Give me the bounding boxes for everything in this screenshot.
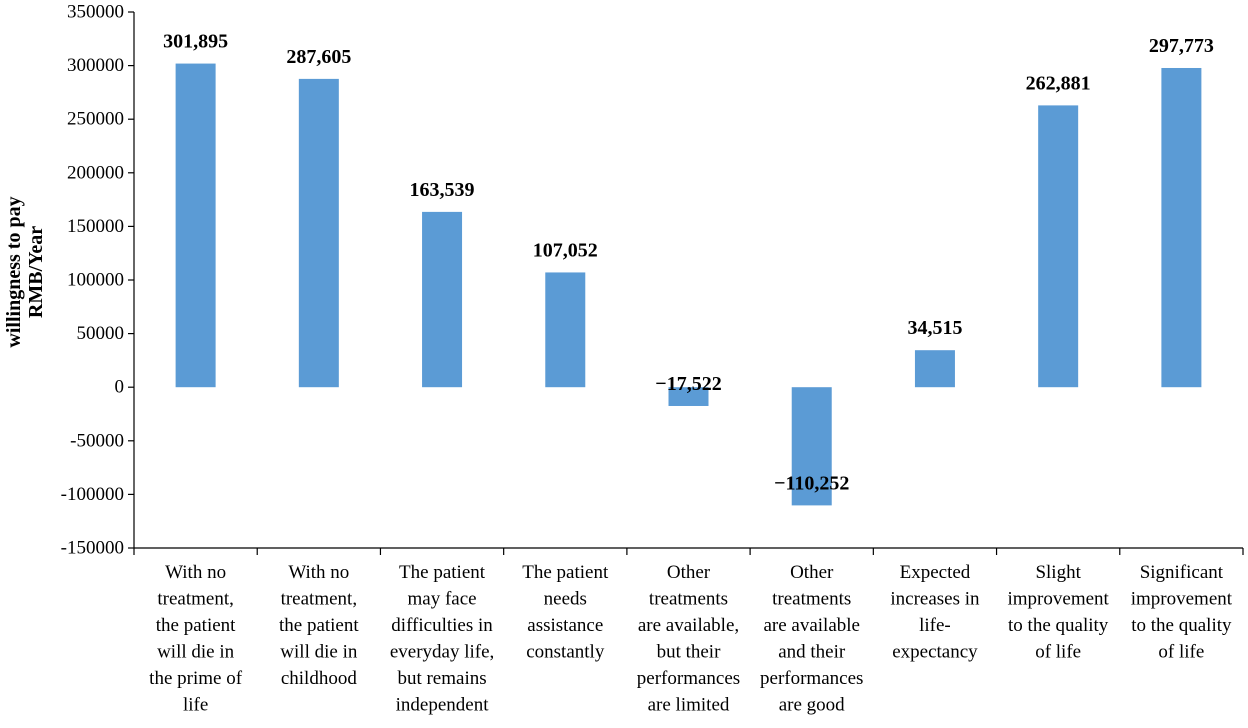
x-axis: With no treatment, the patient will die in t… [133, 547, 1244, 716]
x-category-label: Significant improvement to the quality of l… [1131, 562, 1233, 663]
y-tick-label: 250000 [67, 109, 124, 130]
bar [298, 78, 339, 388]
y-axis-title-line: willingness to pay [3, 196, 25, 347]
y-axis-title: willingness to pay RMB/Year [3, 196, 47, 347]
bars [175, 63, 1202, 506]
x-category-label: Slight improvement to the quality of life [1008, 562, 1110, 663]
bar [1161, 67, 1202, 388]
y-tick-label: 300000 [67, 55, 124, 76]
data-label: 287,605 [286, 46, 351, 68]
y-tick-label: -100000 [61, 484, 124, 505]
bar [668, 387, 709, 406]
y-tick-label: 100000 [67, 270, 124, 291]
data-label: 301,895 [163, 31, 228, 53]
bar [1038, 105, 1079, 388]
y-tick-label: -150000 [61, 538, 124, 559]
y-tick-label: 200000 [67, 162, 124, 183]
data-labels: 301,895 287,605 163,539 107,052 −17,522 −110,… [163, 31, 1214, 495]
x-category-label: Expected increases in life-expectancy [890, 562, 980, 663]
y-axis: -150000 -100000 -50000 0 50000 100000 150000 20… [61, 2, 135, 559]
x-category-label: Other treatments are available, but their pe… [637, 562, 740, 716]
bar [914, 350, 955, 388]
x-category-label: With no treatment, the patient will die in c… [279, 562, 359, 689]
y-axis-title-line: RMB/Year [25, 226, 47, 318]
data-label: 34,515 [907, 317, 962, 339]
bar [545, 272, 586, 388]
data-label: 107,052 [533, 239, 598, 261]
y-tick-label: 150000 [67, 216, 124, 237]
bar [175, 63, 216, 388]
data-label: 163,539 [410, 179, 475, 201]
data-label: −17,522 [655, 373, 721, 395]
y-tick-label: 50000 [77, 323, 125, 344]
x-category-label: Other treatments are available and their per… [760, 562, 863, 716]
data-label: 262,881 [1026, 72, 1091, 94]
bar [422, 211, 463, 388]
y-tick-label: 350000 [67, 2, 124, 23]
bar [791, 387, 832, 506]
data-label: −110,252 [774, 472, 849, 494]
y-tick-label: 0 [115, 377, 125, 398]
data-label: 297,773 [1149, 35, 1214, 57]
y-tick-label: -50000 [70, 430, 124, 451]
x-category-label: With no treatment, the patient will die in t… [149, 562, 243, 716]
x-category-label: The patient may face difficulties in everyd… [390, 562, 494, 716]
x-category-label: The patient needs assistance constantly [522, 562, 609, 663]
